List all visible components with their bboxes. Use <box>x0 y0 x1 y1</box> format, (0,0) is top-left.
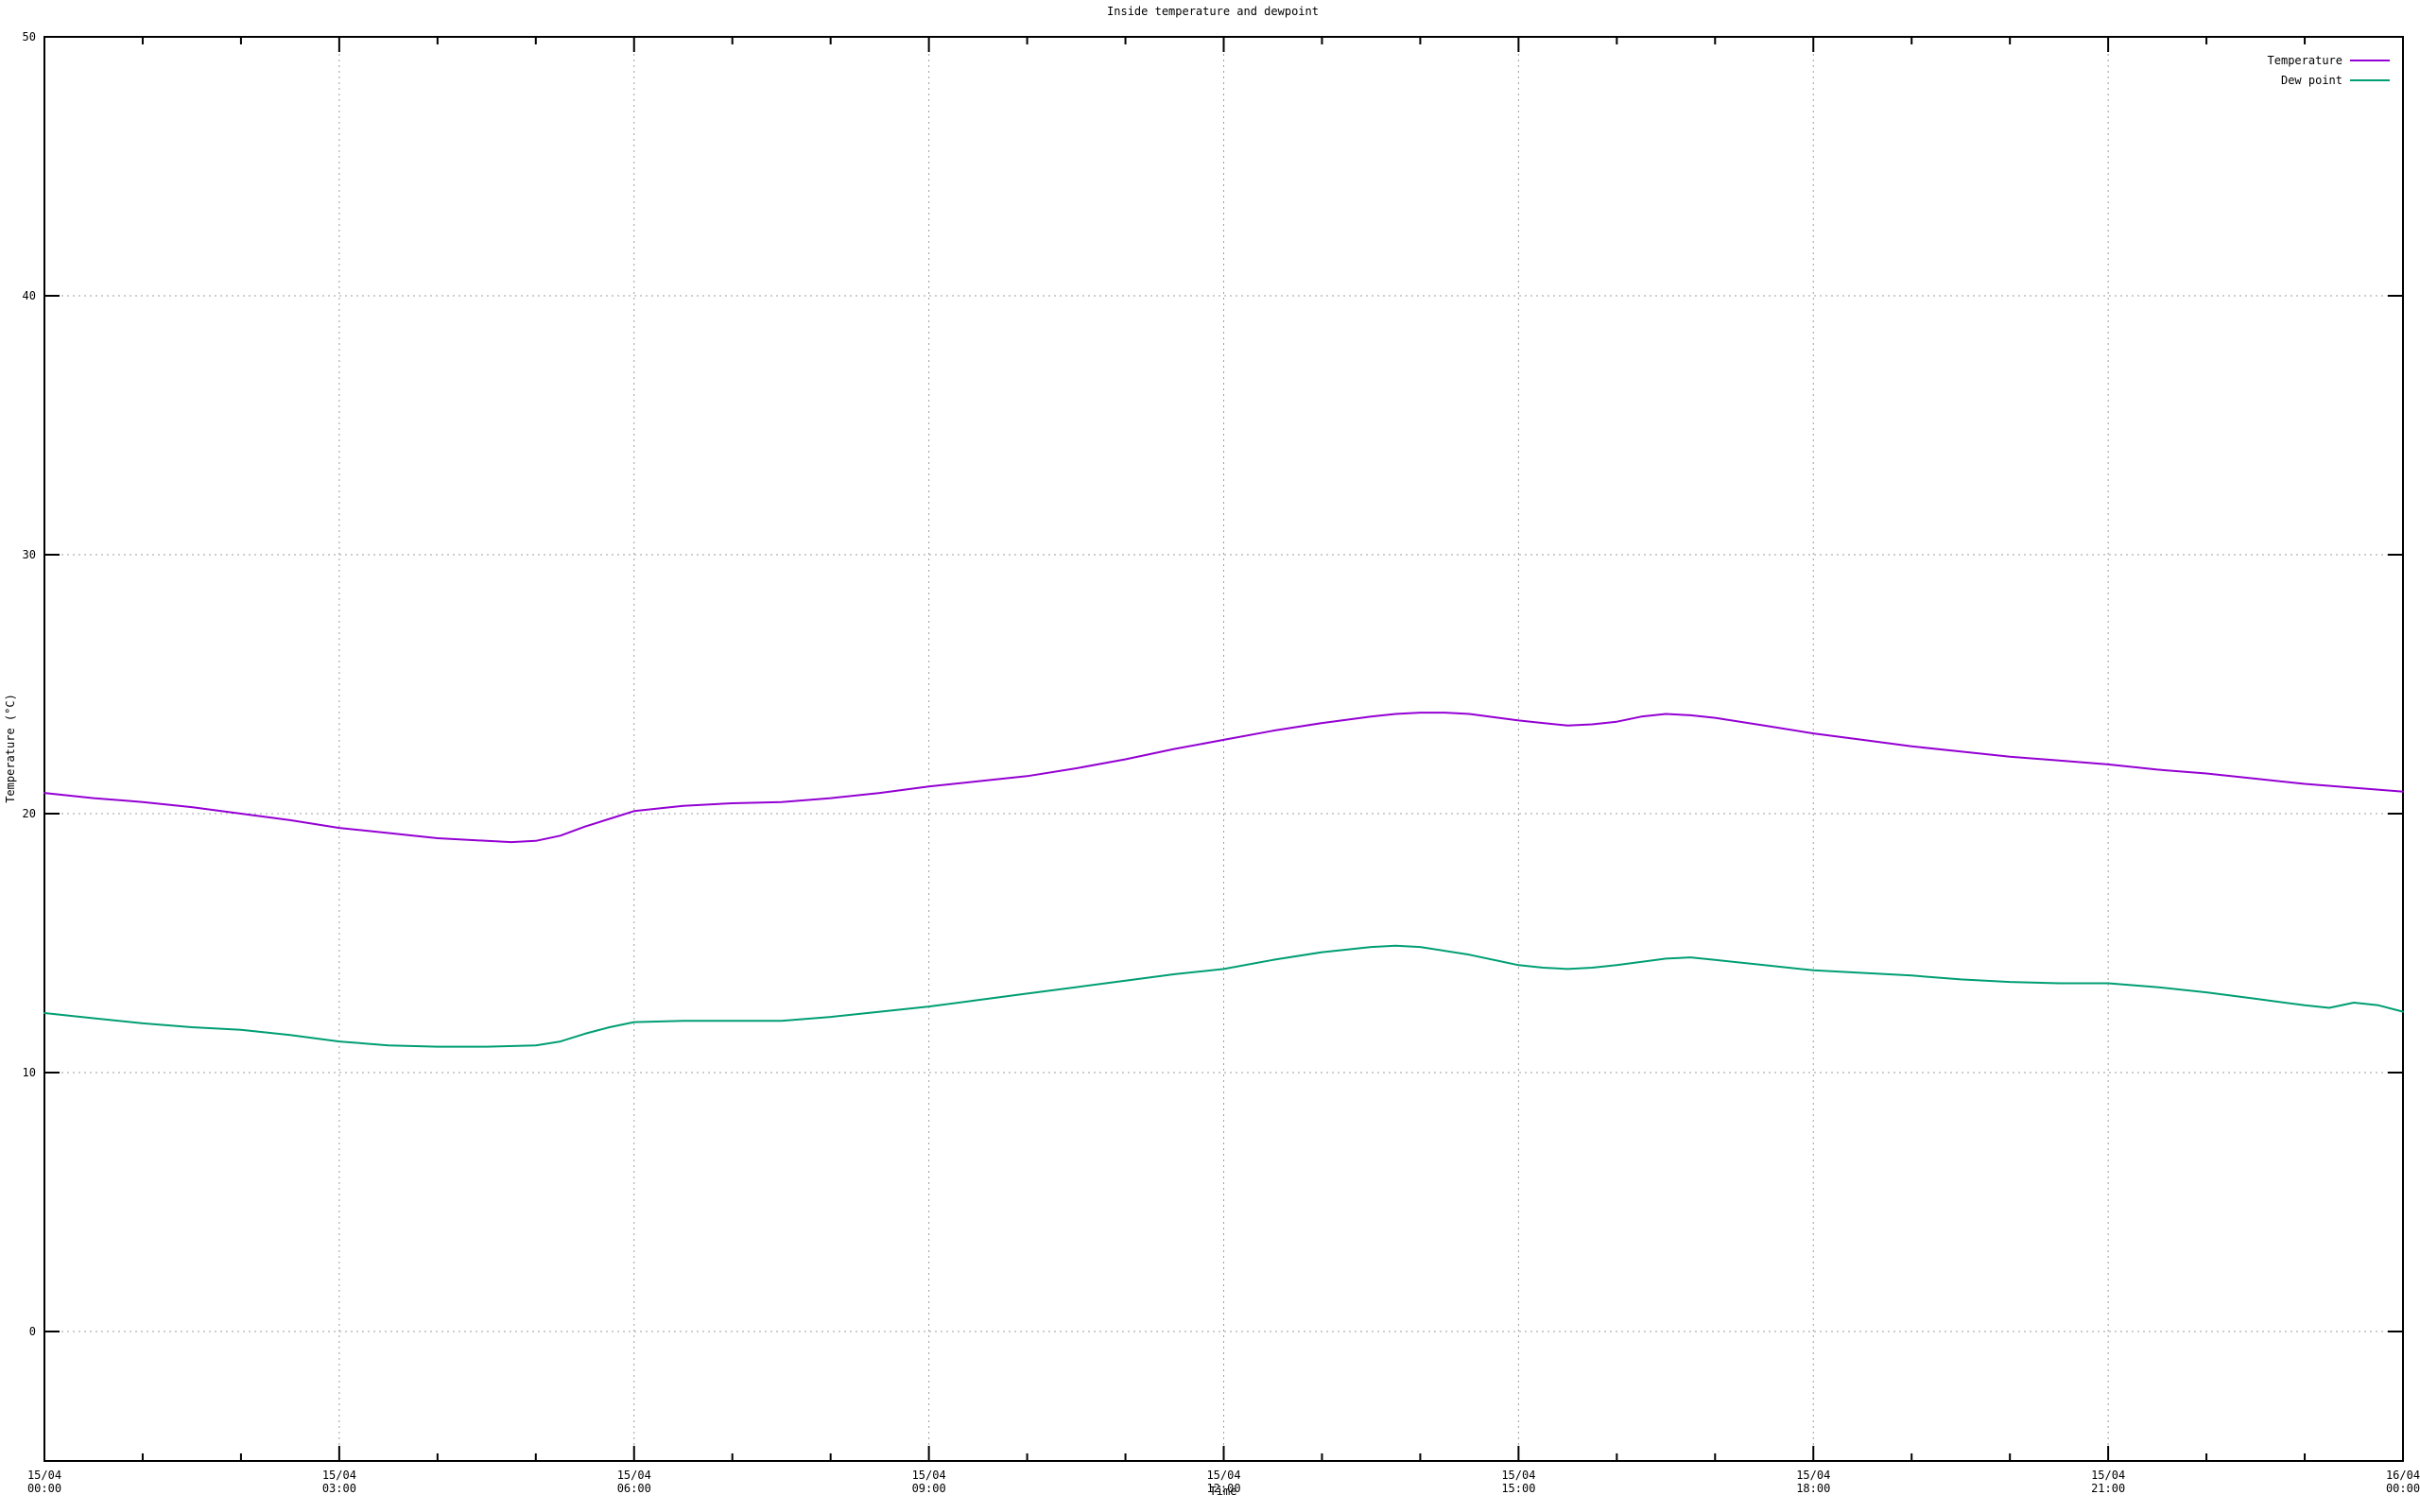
x-tick-label-time: 15:00 <box>1501 1482 1535 1495</box>
legend-label-temperature: Temperature <box>2268 54 2342 67</box>
x-tick-label-time: 21:00 <box>2091 1482 2125 1495</box>
x-tick-label-date: 15/04 <box>2091 1469 2125 1482</box>
y-tick-label: 40 <box>23 289 36 302</box>
temperature-line <box>43 712 2404 844</box>
x-tick-label-date: 15/04 <box>322 1469 356 1482</box>
legend: Temperature Dew point <box>2268 54 2390 87</box>
legend-label-dew-point: Dew point <box>2281 74 2342 87</box>
x-tick-label-date: 15/04 <box>1796 1469 1830 1482</box>
x-tick-label-date: 15/04 <box>617 1469 651 1482</box>
x-tick-label-time: 09:00 <box>912 1482 946 1495</box>
x-tick-label-time: 00:00 <box>2386 1482 2420 1495</box>
y-tick-label: 50 <box>23 30 36 43</box>
y-tick-label: 0 <box>29 1325 36 1338</box>
x-tick-label-date: 15/04 <box>912 1469 946 1482</box>
x-tick-label-date: 15/04 <box>1206 1469 1240 1482</box>
chart-title: Inside temperature and dewpoint <box>1107 5 1319 18</box>
plot-border <box>43 36 2404 1462</box>
y-tick-label: 30 <box>23 548 36 561</box>
x-tick-label-time: 00:00 <box>27 1482 61 1495</box>
x-tick-label-time: 06:00 <box>617 1482 651 1495</box>
y-tick-label: 10 <box>23 1066 36 1079</box>
generated-plot: 0102030405015/0400:0015/0403:0015/0406:0… <box>23 30 2420 1495</box>
x-tick-label-date: 15/04 <box>27 1469 61 1482</box>
dew-point-line <box>43 944 2404 1048</box>
x-tick-label-time: 18:00 <box>1796 1482 1830 1495</box>
x-tick-label-date: 16/04 <box>2386 1469 2420 1482</box>
x-axis-label: Time <box>1210 1485 1237 1498</box>
x-tick-label-time: 03:00 <box>322 1482 356 1495</box>
x-tick-label-date: 15/04 <box>1501 1469 1535 1482</box>
y-tick-label: 20 <box>23 807 36 820</box>
x-tick-label-time: 12:00 <box>1206 1482 1240 1495</box>
y-axis-label: Temperature (°C) <box>4 694 17 803</box>
